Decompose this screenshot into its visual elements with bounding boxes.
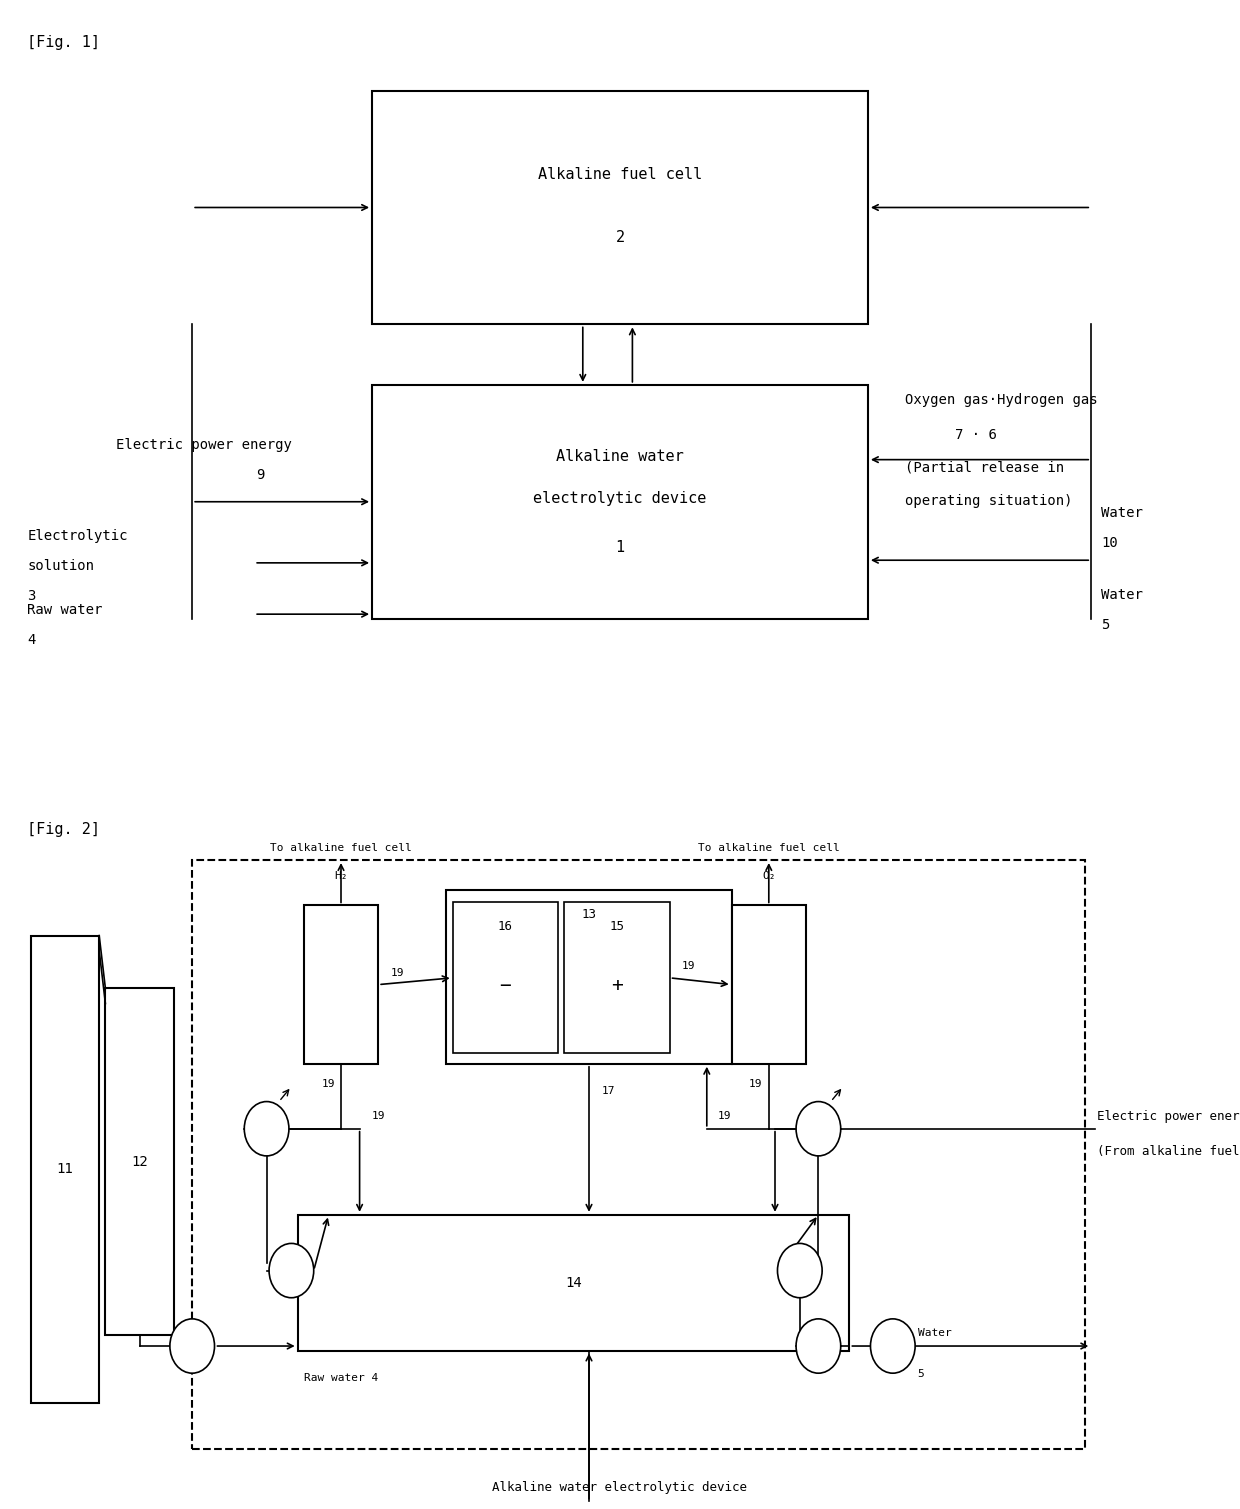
Text: electrolytic device: electrolytic device xyxy=(533,492,707,506)
Text: 11: 11 xyxy=(57,1162,73,1177)
Text: [Fig. 2]: [Fig. 2] xyxy=(27,822,100,837)
Text: −: − xyxy=(500,976,511,994)
Text: 13: 13 xyxy=(887,1354,899,1363)
Text: Electric power energy: Electric power energy xyxy=(1097,1111,1240,1123)
Text: Alkaline fuel cell: Alkaline fuel cell xyxy=(538,167,702,181)
Text: solution: solution xyxy=(27,558,94,573)
Circle shape xyxy=(796,1319,841,1373)
Text: E: E xyxy=(263,1123,270,1135)
Text: 5: 5 xyxy=(918,1369,924,1379)
Text: P: P xyxy=(889,1334,897,1343)
Text: [Fig. 1]: [Fig. 1] xyxy=(27,35,100,50)
FancyBboxPatch shape xyxy=(372,385,868,619)
Text: 19: 19 xyxy=(391,967,404,978)
Text: Alkaline water: Alkaline water xyxy=(556,450,684,463)
Text: Electric power energy: Electric power energy xyxy=(115,438,291,453)
Text: Water: Water xyxy=(918,1328,951,1338)
Text: Raw water: Raw water xyxy=(27,602,103,617)
Text: Raw water 4: Raw water 4 xyxy=(304,1373,378,1384)
Circle shape xyxy=(796,1102,841,1156)
Text: P: P xyxy=(188,1334,196,1343)
Text: 13: 13 xyxy=(186,1354,198,1363)
Text: E: E xyxy=(815,1123,822,1135)
Circle shape xyxy=(777,1243,822,1298)
Text: 18: 18 xyxy=(794,1278,806,1287)
Circle shape xyxy=(244,1102,289,1156)
FancyBboxPatch shape xyxy=(732,905,806,1064)
Text: Electrolytic: Electrolytic xyxy=(27,528,128,543)
Circle shape xyxy=(870,1319,915,1373)
FancyBboxPatch shape xyxy=(446,890,732,1064)
Text: To alkaline fuel cell: To alkaline fuel cell xyxy=(698,842,839,853)
Text: Water: Water xyxy=(1101,506,1143,521)
FancyBboxPatch shape xyxy=(298,1215,849,1351)
Text: To alkaline fuel cell: To alkaline fuel cell xyxy=(270,842,412,853)
Text: (Partial release in: (Partial release in xyxy=(905,460,1064,475)
Text: operating situation): operating situation) xyxy=(905,493,1073,509)
FancyBboxPatch shape xyxy=(564,902,670,1053)
Circle shape xyxy=(269,1243,314,1298)
Text: 13: 13 xyxy=(582,908,596,922)
FancyBboxPatch shape xyxy=(31,936,99,1403)
Text: 19: 19 xyxy=(682,961,696,970)
FancyBboxPatch shape xyxy=(105,988,174,1335)
Text: 19: 19 xyxy=(749,1079,763,1089)
Text: 3: 3 xyxy=(27,589,36,604)
FancyBboxPatch shape xyxy=(192,860,1085,1449)
FancyBboxPatch shape xyxy=(453,902,558,1053)
Text: 18: 18 xyxy=(285,1278,298,1287)
Text: 19: 19 xyxy=(718,1111,732,1121)
Text: 9: 9 xyxy=(255,468,264,483)
Text: 12: 12 xyxy=(131,1154,148,1169)
Text: Oxygen gas·Hydrogen gas: Oxygen gas·Hydrogen gas xyxy=(905,392,1097,407)
Text: 16: 16 xyxy=(497,920,513,934)
Text: 4: 4 xyxy=(27,632,36,647)
Text: 1: 1 xyxy=(615,540,625,554)
Text: P: P xyxy=(815,1334,822,1343)
Text: 2: 2 xyxy=(615,231,625,244)
Text: 10: 10 xyxy=(1101,536,1118,551)
Text: P: P xyxy=(796,1259,804,1268)
Text: P: P xyxy=(288,1259,295,1268)
Text: O₂: O₂ xyxy=(763,871,775,881)
Text: 7 · 6: 7 · 6 xyxy=(955,427,997,442)
Text: H₂: H₂ xyxy=(335,871,347,881)
Text: 19: 19 xyxy=(321,1079,335,1089)
Text: 17: 17 xyxy=(601,1086,615,1097)
Text: Water: Water xyxy=(1101,587,1143,602)
Text: 18: 18 xyxy=(812,1354,825,1363)
Text: Alkaline water electrolytic device: Alkaline water electrolytic device xyxy=(492,1480,748,1494)
Text: 14: 14 xyxy=(565,1275,582,1290)
Circle shape xyxy=(170,1319,215,1373)
FancyBboxPatch shape xyxy=(304,905,378,1064)
Text: 5: 5 xyxy=(1101,617,1110,632)
FancyBboxPatch shape xyxy=(372,91,868,324)
Text: +: + xyxy=(611,976,622,994)
Text: 15: 15 xyxy=(609,920,625,934)
Text: 19: 19 xyxy=(372,1111,386,1121)
Text: (From alkaline fuel cell): (From alkaline fuel cell) xyxy=(1097,1145,1240,1157)
